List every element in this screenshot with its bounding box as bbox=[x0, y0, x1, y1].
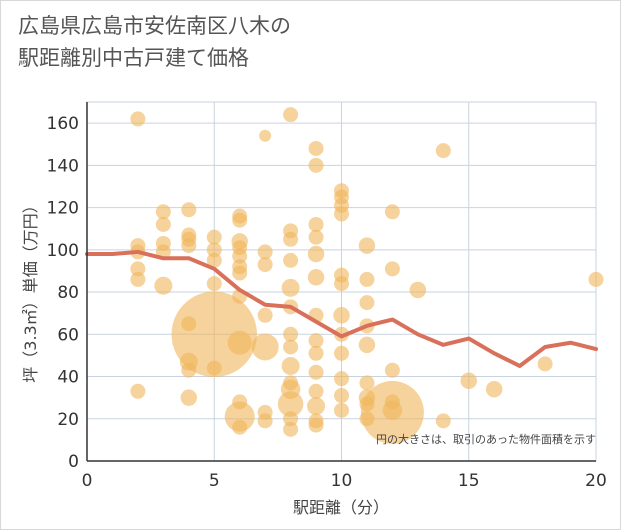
y-tick-label: 120 bbox=[47, 199, 79, 219]
data-bubble bbox=[283, 411, 299, 427]
data-bubble bbox=[334, 345, 349, 361]
data-bubble bbox=[460, 372, 477, 390]
data-bubble bbox=[257, 244, 273, 260]
chart-note: 円の大きさは、取引のあった物件面積を示す bbox=[376, 432, 596, 446]
data-bubble bbox=[227, 330, 252, 355]
data-bubble bbox=[130, 383, 146, 399]
data-bubble bbox=[308, 216, 324, 232]
x-tick-label: 15 bbox=[458, 471, 480, 491]
data-bubble bbox=[155, 204, 171, 220]
data-bubble bbox=[224, 401, 255, 432]
data-bubble bbox=[334, 402, 349, 418]
data-bubble bbox=[130, 111, 146, 127]
y-tick-label: 20 bbox=[57, 410, 79, 430]
y-tick-label: 80 bbox=[57, 283, 79, 303]
data-bubble bbox=[206, 252, 222, 268]
data-bubble bbox=[181, 202, 197, 218]
data-bubble bbox=[307, 397, 326, 416]
data-bubble bbox=[257, 413, 273, 429]
data-bubble bbox=[171, 291, 257, 378]
x-tick-label: 20 bbox=[585, 471, 607, 491]
data-bubble bbox=[281, 278, 300, 297]
average-line bbox=[85, 249, 598, 368]
data-bubble bbox=[232, 248, 248, 264]
data-bubble bbox=[308, 140, 324, 156]
data-bubble bbox=[232, 212, 248, 228]
data-bubble bbox=[537, 356, 553, 372]
data-bubble bbox=[283, 326, 299, 342]
data-bubble bbox=[409, 281, 427, 299]
data-bubble bbox=[307, 245, 325, 263]
data-bubble bbox=[283, 252, 299, 268]
y-tick-label: 60 bbox=[57, 325, 79, 345]
data-bubble bbox=[283, 107, 299, 123]
data-bubble bbox=[181, 238, 197, 254]
data-bubble bbox=[358, 336, 376, 354]
chart-title-line2: 駅距離別中古戸建て価格 bbox=[18, 46, 249, 70]
data-bubble bbox=[358, 237, 376, 254]
x-axis-title: 駅距離（分） bbox=[293, 498, 389, 517]
data-bubble bbox=[206, 242, 222, 258]
average-price-line bbox=[85, 249, 598, 368]
y-tick-label: 40 bbox=[57, 368, 79, 388]
data-bubble bbox=[588, 271, 604, 287]
data-bubble bbox=[359, 295, 375, 311]
data-bubble bbox=[155, 216, 171, 232]
data-bubble bbox=[206, 276, 222, 292]
y-tick-label: 100 bbox=[47, 241, 79, 261]
data-bubble bbox=[384, 362, 400, 378]
data-bubble bbox=[308, 417, 324, 433]
data-bubble bbox=[308, 364, 324, 380]
bubble-series bbox=[130, 107, 604, 444]
data-bubble bbox=[308, 383, 324, 399]
data-bubble bbox=[485, 380, 503, 398]
y-axis-title: 坪（3.3㎡）単価（万円） bbox=[21, 197, 40, 382]
y-tick-label: 140 bbox=[47, 156, 79, 176]
data-bubble bbox=[281, 356, 300, 375]
data-bubble bbox=[334, 276, 349, 292]
data-bubble bbox=[359, 375, 375, 391]
data-bubble bbox=[283, 231, 299, 247]
axes: 0 20 40 60 80 100 120 140 160 0 5 10 15 20 bbox=[47, 102, 607, 491]
data-bubble bbox=[283, 339, 299, 355]
y-tick-label: 0 bbox=[68, 452, 79, 472]
data-bubble bbox=[257, 257, 273, 273]
data-bubble bbox=[232, 265, 248, 281]
data-bubble bbox=[308, 157, 324, 173]
chart-title-line1: 広島県広島市安佐南区八木の bbox=[18, 14, 291, 38]
x-tick-label: 0 bbox=[82, 471, 93, 491]
data-bubble bbox=[360, 380, 424, 444]
data-bubble bbox=[257, 307, 273, 323]
data-bubble bbox=[130, 261, 146, 277]
data-bubble bbox=[384, 204, 400, 220]
data-bubble bbox=[251, 333, 279, 361]
chart-title: 広島県広島市安佐南区八木の 駅距離別中古戸建て価格 bbox=[18, 10, 291, 74]
data-bubble bbox=[130, 271, 146, 287]
data-bubble bbox=[308, 229, 324, 245]
data-bubble bbox=[206, 360, 222, 376]
data-bubble bbox=[180, 389, 198, 406]
data-bubble bbox=[307, 269, 325, 286]
data-bubble bbox=[384, 261, 400, 277]
data-bubble bbox=[435, 143, 451, 159]
data-bubble bbox=[359, 271, 375, 287]
data-bubble bbox=[277, 391, 304, 417]
data-bubble bbox=[334, 371, 349, 387]
data-bubble bbox=[334, 206, 349, 222]
data-bubble bbox=[206, 229, 222, 245]
x-tick-label: 5 bbox=[209, 471, 220, 491]
data-bubble bbox=[308, 345, 324, 361]
data-bubble bbox=[232, 419, 248, 435]
data-bubble bbox=[154, 276, 173, 295]
data-bubble bbox=[308, 333, 324, 349]
data-bubble bbox=[435, 413, 451, 429]
x-tick-label: 10 bbox=[331, 471, 353, 491]
data-bubble bbox=[333, 307, 350, 324]
y-tick-label: 160 bbox=[47, 114, 79, 134]
data-bubble bbox=[259, 129, 272, 142]
data-bubble bbox=[283, 421, 299, 437]
data-bubble bbox=[334, 388, 349, 404]
